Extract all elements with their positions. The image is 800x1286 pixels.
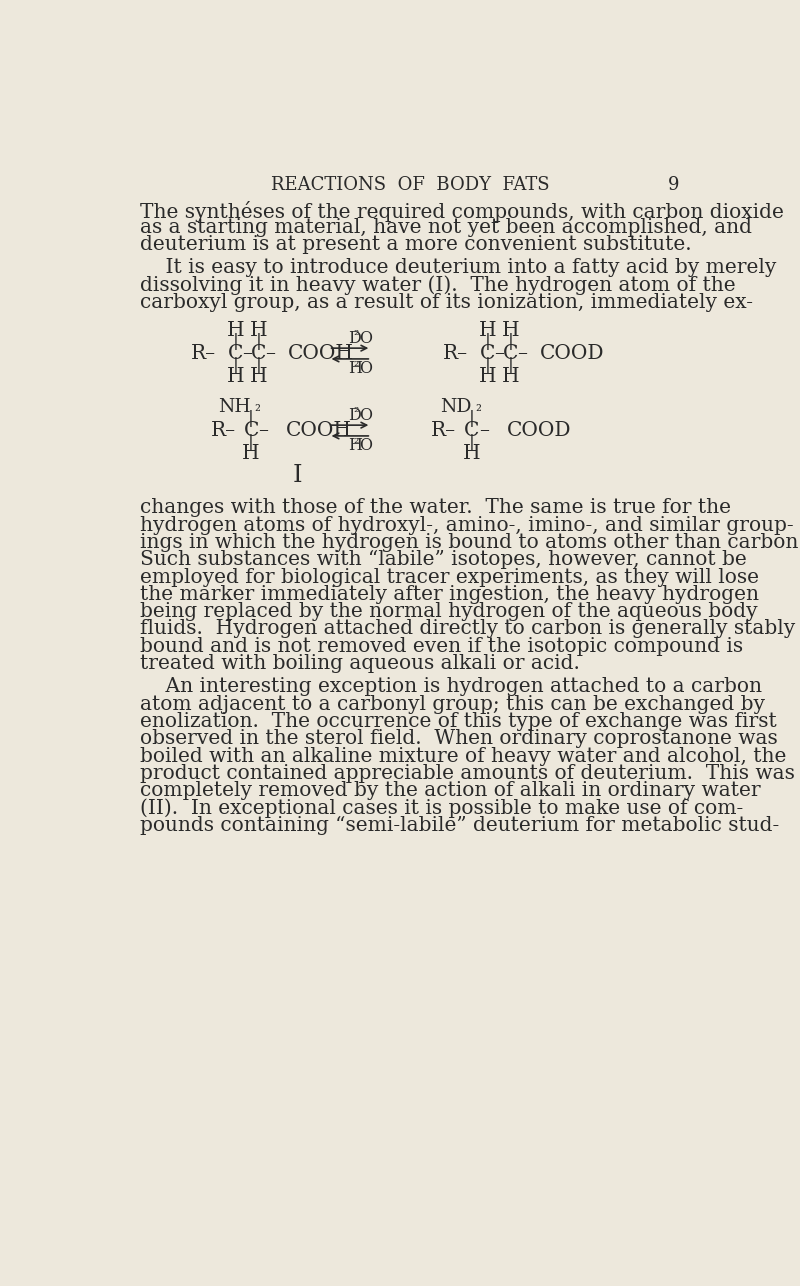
Text: bound and is not removed even if the isotopic compound is: bound and is not removed even if the iso… <box>140 637 743 656</box>
Text: ND: ND <box>441 399 472 417</box>
Text: O: O <box>359 329 372 347</box>
Text: C: C <box>251 345 266 363</box>
Text: ₂: ₂ <box>354 403 358 415</box>
Text: H: H <box>478 322 496 340</box>
Text: NH: NH <box>218 399 251 417</box>
Text: |: | <box>485 356 490 373</box>
Text: It is easy to introduce deuterium into a fatty acid by merely: It is easy to introduce deuterium into a… <box>140 258 777 278</box>
Text: (II).  In exceptional cases it is possible to make use of com-: (II). In exceptional cases it is possibl… <box>140 799 743 818</box>
Text: |: | <box>248 433 254 450</box>
Text: H: H <box>250 367 268 386</box>
Text: |: | <box>256 333 262 351</box>
Text: enolization.  The occurrence of this type of exchange was first: enolization. The occurrence of this type… <box>140 712 777 730</box>
Text: |: | <box>248 410 254 427</box>
Text: pounds containing “semi-labile” deuterium for metabolic stud-: pounds containing “semi-labile” deuteriu… <box>140 815 779 835</box>
Text: C: C <box>243 421 259 440</box>
Text: as a starting material, have not yet been accomplished, and: as a starting material, have not yet bee… <box>140 217 752 237</box>
Text: H: H <box>463 444 481 463</box>
Text: 9: 9 <box>668 176 680 194</box>
Text: product contained appreciable amounts of deuterium.  This was: product contained appreciable amounts of… <box>140 764 795 783</box>
Text: H: H <box>227 322 245 340</box>
Text: O: O <box>359 360 372 377</box>
Text: |: | <box>485 333 490 351</box>
Text: C: C <box>228 345 243 363</box>
Text: R–: R– <box>191 345 216 363</box>
Text: |: | <box>233 356 238 373</box>
Text: COOD: COOD <box>507 421 571 440</box>
Text: the marker immediately after ingestion, the heavy hydrogen: the marker immediately after ingestion, … <box>140 585 759 604</box>
Text: COOH: COOH <box>286 421 352 440</box>
Text: ₂: ₂ <box>354 433 358 446</box>
Text: R–: R– <box>443 345 468 363</box>
Text: H: H <box>348 437 362 454</box>
Text: H: H <box>227 367 245 386</box>
Text: ₂: ₂ <box>354 325 358 338</box>
Text: H: H <box>242 444 260 463</box>
Text: |: | <box>508 333 514 351</box>
Text: ₂: ₂ <box>254 400 260 414</box>
Text: The synthéses of the required compounds, with carbon dioxide: The synthéses of the required compounds,… <box>140 201 784 221</box>
Text: C: C <box>480 345 495 363</box>
Text: –: – <box>258 421 268 440</box>
Text: C: C <box>464 421 480 440</box>
Text: |: | <box>233 333 238 351</box>
Text: being replaced by the normal hydrogen of the aqueous body: being replaced by the normal hydrogen of… <box>140 602 758 621</box>
Text: H: H <box>502 367 519 386</box>
Text: ₂: ₂ <box>354 356 358 369</box>
Text: O: O <box>359 406 372 423</box>
Text: I: I <box>293 464 302 486</box>
Text: D: D <box>348 406 361 423</box>
Text: R–: R– <box>210 421 236 440</box>
Text: H: H <box>478 367 496 386</box>
Text: deuterium is at present a more convenient substitute.: deuterium is at present a more convenien… <box>140 235 692 255</box>
Text: |: | <box>256 356 262 373</box>
Text: O: O <box>359 437 372 454</box>
Text: employed for biological tracer experiments, as they will lose: employed for biological tracer experimen… <box>140 567 759 586</box>
Text: –: – <box>494 345 504 363</box>
Text: hydrogen atoms of hydroxyl-, amino-, imino-, and similar group-: hydrogen atoms of hydroxyl-, amino-, imi… <box>140 516 794 535</box>
Text: ings in which the hydrogen is bound to atoms other than carbon.: ings in which the hydrogen is bound to a… <box>140 532 800 552</box>
Text: boiled with an alkaline mixture of heavy water and alcohol, the: boiled with an alkaline mixture of heavy… <box>140 747 786 765</box>
Text: H: H <box>502 322 519 340</box>
Text: dissolving it in heavy water (I).  The hydrogen atom of the: dissolving it in heavy water (I). The hy… <box>140 275 736 296</box>
Text: H: H <box>348 360 362 377</box>
Text: atom adjacent to a carbonyl group; this can be exchanged by: atom adjacent to a carbonyl group; this … <box>140 694 766 714</box>
Text: completely removed by the action of alkali in ordinary water: completely removed by the action of alka… <box>140 781 761 800</box>
Text: carboxyl group, as a result of its ionization, immediately ex-: carboxyl group, as a result of its ioniz… <box>140 293 754 312</box>
Text: changes with those of the water.  The same is true for the: changes with those of the water. The sam… <box>140 498 731 517</box>
Text: C: C <box>503 345 518 363</box>
Text: R–: R– <box>431 421 457 440</box>
Text: COOH: COOH <box>288 345 354 363</box>
Text: COOD: COOD <box>540 345 605 363</box>
Text: An interesting exception is hydrogen attached to a carbon: An interesting exception is hydrogen att… <box>140 678 762 697</box>
Text: REACTIONS  OF  BODY  FATS: REACTIONS OF BODY FATS <box>270 176 550 194</box>
Text: Such substances with “labile” isotopes, however, cannot be: Such substances with “labile” isotopes, … <box>140 550 747 570</box>
Text: |: | <box>469 433 475 450</box>
Text: –: – <box>266 345 275 363</box>
Text: –: – <box>242 345 252 363</box>
Text: |: | <box>508 356 514 373</box>
Text: observed in the sterol field.  When ordinary coprostanone was: observed in the sterol field. When ordin… <box>140 729 778 748</box>
Text: treated with boiling aqueous alkali or acid.: treated with boiling aqueous alkali or a… <box>140 655 580 673</box>
Text: ₂: ₂ <box>475 400 481 414</box>
Text: fluids.  Hydrogen attached directly to carbon is generally stably: fluids. Hydrogen attached directly to ca… <box>140 620 795 638</box>
Text: –: – <box>518 345 527 363</box>
Text: D: D <box>348 329 361 347</box>
Text: H: H <box>250 322 268 340</box>
Text: –: – <box>478 421 489 440</box>
Text: |: | <box>469 410 475 427</box>
